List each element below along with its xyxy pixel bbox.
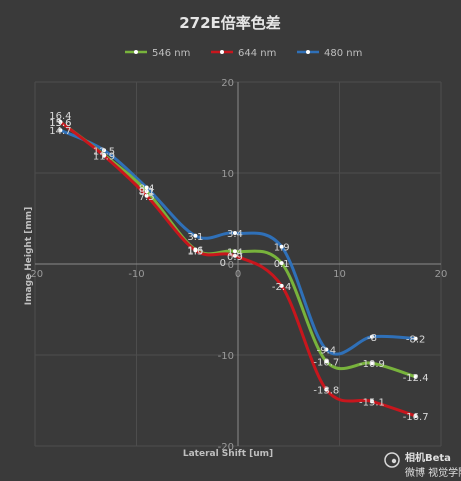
data-label: -15.1 [359, 397, 385, 408]
data-label: 12.5 [93, 146, 115, 157]
data-point [102, 153, 107, 158]
x-tick-label: -10 [128, 269, 144, 280]
data-label: -2.4 [272, 282, 292, 293]
x-tick-label: 10 [333, 269, 346, 280]
data-point [413, 336, 418, 341]
data-label: -10.9 [359, 359, 385, 370]
legend: 546 nm 644 nm 480 nm [125, 48, 362, 59]
data-label: 1.6 [187, 245, 203, 256]
data-point [369, 361, 374, 366]
legend-item: 644 nm [211, 48, 276, 59]
legend-label: 644 nm [238, 48, 276, 59]
legend-item: 546 nm [125, 48, 190, 59]
data-label: 1.5 [187, 246, 203, 257]
y-tick-label: -20 [218, 442, 234, 453]
data-label: 14.7 [49, 126, 71, 137]
data-label: 1.4 [227, 247, 243, 258]
data-label: -9.4 [317, 346, 337, 357]
data-point [58, 128, 63, 133]
y-tick-label: 10 [221, 169, 234, 180]
data-point [413, 374, 418, 379]
data-label: 0.9 [227, 252, 243, 263]
data-label: 16.4 [49, 111, 71, 122]
data-label: -13.8 [313, 386, 339, 397]
legend-label: 546 nm [152, 48, 190, 59]
data-point [102, 148, 107, 153]
legend-marker [134, 50, 138, 54]
data-label: 3.1 [187, 232, 203, 243]
x-tick-label: 20 [435, 269, 448, 280]
data-labels: 15.68.11.6 1.40.1-10.7 -10.9-12.415.611.97… [49, 111, 428, 423]
legend-label: 480 nm [324, 48, 362, 59]
x-axis-title: Lateral Shift [um] [183, 449, 273, 459]
data-point [324, 359, 329, 364]
data-label: 0 [220, 258, 226, 269]
data-label: 0.1 [274, 259, 290, 270]
data-point [232, 231, 237, 236]
legend-marker [220, 50, 224, 54]
data-label: 1.9 [274, 243, 290, 254]
legend-item: 480 nm [297, 48, 362, 59]
x-tick-label: -20 [27, 269, 43, 280]
data-point [279, 261, 284, 266]
data-label: 8.1 [139, 187, 155, 198]
data-label: -8 [367, 333, 377, 344]
data-point [413, 413, 418, 418]
watermark-line1: 相机Beta [405, 451, 451, 464]
data-point [369, 399, 374, 404]
data-label: 3.4 [227, 229, 243, 240]
data-point [232, 253, 237, 258]
watermark: 相机Beta 微博 视觉学院主号 [384, 451, 461, 479]
axes: -20 -10 0 10 20 20 10 0 -10 -20 [27, 78, 448, 453]
y-tick-label: -10 [218, 351, 234, 362]
data-point [144, 189, 149, 194]
data-point [144, 185, 149, 190]
series-layer [58, 120, 418, 418]
data-label: -10.7 [313, 357, 339, 368]
y-tick-label: 0 [228, 260, 234, 271]
data-point [193, 248, 198, 253]
data-point [279, 244, 284, 249]
data-label: -12.4 [403, 373, 429, 384]
weibo-icon-dot [391, 458, 397, 464]
watermark-line2: 微博 视觉学院主号 [405, 466, 461, 479]
data-point [324, 347, 329, 352]
y-axis-title: Image Height [mm] [24, 207, 34, 305]
data-label: 7.5 [139, 192, 155, 203]
data-label: -16.7 [403, 412, 429, 423]
data-label: 11.9 [93, 152, 115, 163]
series-line [58, 128, 418, 356]
legend-marker [306, 50, 310, 54]
chart-title: 272E倍率色差 [179, 14, 281, 32]
data-label: 15.6 [49, 118, 71, 129]
data-label: 15.6 [49, 118, 71, 129]
data-label: 8.4 [139, 184, 155, 195]
data-point [369, 334, 374, 339]
data-point [279, 283, 284, 288]
y-tick-label: 20 [221, 78, 234, 89]
data-point [193, 233, 198, 238]
x-tick-label: 0 [235, 269, 241, 280]
data-point [58, 120, 63, 125]
data-point [144, 193, 149, 198]
data-label: -8.2 [406, 335, 426, 346]
weibo-icon [384, 452, 400, 468]
data-point [324, 387, 329, 392]
data-point [232, 249, 237, 254]
